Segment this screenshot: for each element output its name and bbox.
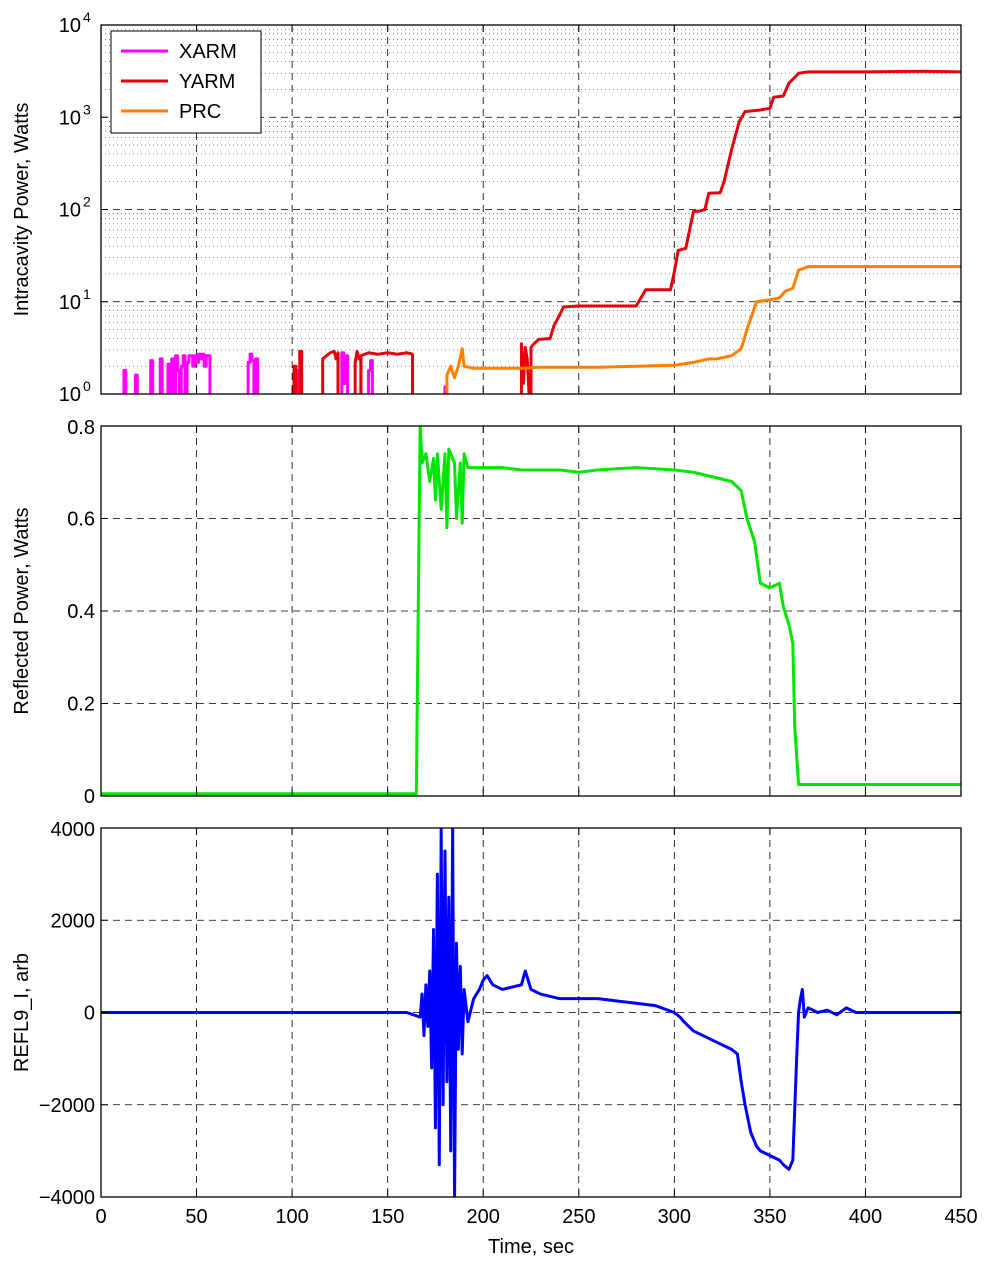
legend-label-xarm: XARM bbox=[179, 41, 237, 63]
y-axis-label: Reflected Power, Watts bbox=[11, 507, 33, 714]
series-line-xarm-segment-13 bbox=[367, 359, 374, 394]
series-line-prc-segment-0 bbox=[445, 265, 961, 394]
series-line-segment-0 bbox=[101, 828, 961, 1197]
x-tick-label: 250 bbox=[562, 1206, 595, 1228]
series-line-segment-0 bbox=[101, 426, 961, 796]
series-line-xarm-segment-2 bbox=[149, 359, 155, 394]
series-line-yarm-segment-4 bbox=[359, 351, 415, 394]
series-line-yarm-segment-0 bbox=[292, 364, 298, 394]
series-line-yarm-segment-1 bbox=[298, 349, 304, 394]
series-line-xarm-segment-6 bbox=[174, 354, 181, 394]
series-line-xarm-segment-9 bbox=[246, 352, 256, 394]
y-tick-label: 10 0 bbox=[59, 378, 91, 406]
series-line-yarm-segment-2 bbox=[321, 349, 340, 394]
y-tick-label: 0.2 bbox=[67, 694, 95, 716]
y-tick-label: 10 3 bbox=[59, 101, 91, 129]
x-tick-label: 350 bbox=[753, 1206, 786, 1228]
grid bbox=[101, 426, 961, 796]
y-tick-label: 4000 bbox=[51, 819, 96, 841]
series-line-xarm-segment-7 bbox=[179, 354, 187, 394]
y-tick-label: 2000 bbox=[51, 910, 96, 932]
x-tick-label: 50 bbox=[185, 1206, 207, 1228]
series-line-yarm-segment-5 bbox=[519, 342, 531, 394]
series-line-xarm-segment-5 bbox=[170, 357, 176, 394]
y-tick-label: 0.6 bbox=[67, 509, 95, 531]
y-tick-label: −2000 bbox=[39, 1095, 95, 1117]
refl9-i-panel: 0 50 100 150 200 250 300 350 400 450 −4000 −2000 0 20… bbox=[11, 819, 978, 1258]
y-tick-label: 0.8 bbox=[67, 417, 95, 439]
x-tick-label: 450 bbox=[944, 1206, 977, 1228]
reflected-power-panel: 0 0.2 0.4 0.6 0.8 Reflected Power, Watts bbox=[11, 417, 962, 808]
legend: XARM YARM PRC bbox=[110, 30, 262, 134]
y-tick-label: 0 bbox=[84, 1003, 95, 1025]
series-line-xarm-segment-1 bbox=[133, 373, 139, 394]
series-line-xarm-segment-0 bbox=[122, 368, 128, 394]
series-line-xarm-segment-3 bbox=[158, 357, 164, 394]
y-tick-label: −4000 bbox=[39, 1187, 95, 1209]
y-tick-label: 0 bbox=[84, 786, 95, 808]
x-tick-label: 0 bbox=[95, 1206, 106, 1228]
series-line-xarm-segment-8 bbox=[185, 352, 212, 394]
series-group bbox=[101, 828, 961, 1197]
series-line-yarm-segment-6 bbox=[529, 69, 961, 394]
x-axis-label: Time, sec bbox=[488, 1236, 574, 1258]
series-group bbox=[122, 69, 961, 394]
y-axis-label: Intracavity Power, Watts bbox=[11, 103, 33, 317]
x-tick-label: 150 bbox=[371, 1206, 404, 1228]
x-tick-label: 100 bbox=[275, 1206, 308, 1228]
x-tick-label: 300 bbox=[658, 1206, 691, 1228]
y-tick-label: 10 1 bbox=[59, 286, 91, 314]
y-tick-label: 10 2 bbox=[59, 194, 91, 222]
plot-area bbox=[101, 426, 961, 796]
series-group bbox=[101, 426, 961, 796]
y-axis-label: REFL9_I, arb bbox=[11, 953, 33, 1072]
series-line-xarm-segment-12 bbox=[340, 351, 350, 394]
legend-label-prc: PRC bbox=[179, 101, 221, 123]
grid bbox=[101, 25, 961, 394]
series-line-xarm-segment-4 bbox=[166, 362, 172, 394]
legend-label-yarm: YARM bbox=[179, 71, 235, 93]
y-tick-label: 10 4 bbox=[59, 9, 91, 37]
y-tick-label: 0.4 bbox=[67, 601, 95, 623]
series-line-xarm-segment-10 bbox=[254, 357, 260, 394]
x-tick-label: 200 bbox=[467, 1206, 500, 1228]
x-tick-label: 400 bbox=[849, 1206, 882, 1228]
